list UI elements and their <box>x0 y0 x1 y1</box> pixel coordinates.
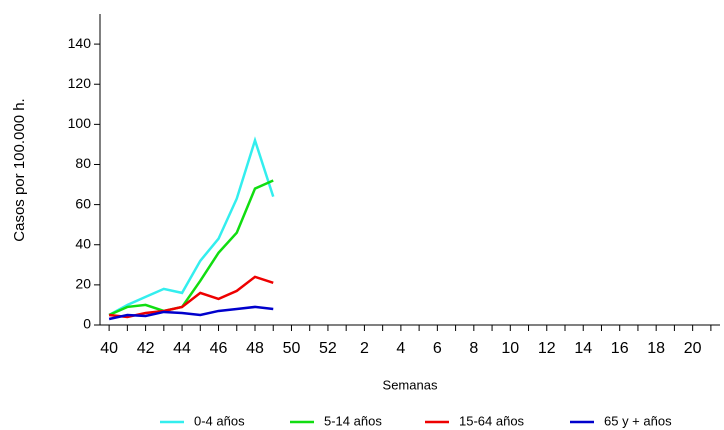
y-tick-label: 80 <box>75 155 91 171</box>
x-tick-label: 48 <box>246 340 264 357</box>
y-tick-label: 140 <box>68 35 92 51</box>
legend-label: 65 y + años <box>604 413 672 428</box>
y-tick-label: 120 <box>68 75 92 91</box>
x-tick-label: 8 <box>469 340 478 357</box>
x-tick-label: 18 <box>647 340 665 357</box>
legend-label: 15-64 años <box>459 413 525 428</box>
x-tick-label: 16 <box>611 340 629 357</box>
x-tick-label: 6 <box>433 340 442 357</box>
x-tick-label: 14 <box>574 340 592 357</box>
x-tick-label: 52 <box>319 340 337 357</box>
x-tick-label: 20 <box>684 340 702 357</box>
x-axis-label: Semanas <box>383 377 438 392</box>
series-line <box>108 136 275 317</box>
x-tick-label: 40 <box>100 340 118 357</box>
x-tick-label: 42 <box>137 340 155 357</box>
series-line <box>108 305 274 321</box>
series-line <box>108 179 274 317</box>
legend-label: 5-14 años <box>324 413 382 428</box>
x-tick-label: 12 <box>538 340 556 357</box>
y-tick-label: 60 <box>75 195 91 211</box>
y-tick-label: 40 <box>75 235 91 251</box>
x-tick-label: 50 <box>283 340 301 357</box>
legend-label: 0-4 años <box>194 413 245 428</box>
y-tick-label: 0 <box>83 316 91 332</box>
y-axis-label: Casos por 100.000 h. <box>11 98 28 241</box>
x-tick-label: 44 <box>173 340 191 357</box>
y-tick-label: 20 <box>75 276 91 292</box>
y-tick-label: 100 <box>68 115 92 131</box>
x-tick-label: 10 <box>501 340 519 357</box>
x-tick-label: 2 <box>360 340 369 357</box>
series-line <box>108 275 274 319</box>
x-tick-label: 4 <box>396 340 405 357</box>
x-tick-label: 46 <box>210 340 228 357</box>
